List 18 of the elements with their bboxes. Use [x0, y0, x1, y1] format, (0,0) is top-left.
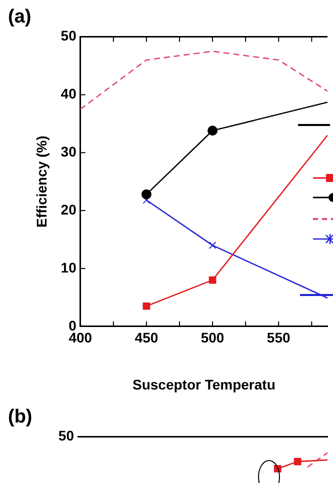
point	[208, 126, 218, 136]
x-axis-title: Susceptor Temperatu	[132, 376, 276, 392]
y-tick-label: 50	[60, 28, 77, 44]
y-axis-title: Efficiency (%)	[33, 136, 50, 228]
x-tick-label: 500	[200, 330, 224, 346]
point	[208, 276, 216, 284]
point	[142, 302, 150, 310]
point	[208, 242, 216, 249]
y-tick-label: 40	[60, 86, 77, 102]
chart-title: (a)	[8, 6, 32, 28]
x-tick-label: 550	[266, 330, 290, 346]
chart-title: (b)	[8, 406, 32, 428]
y-tick-label: 30	[60, 144, 77, 160]
y-tick-label: 20	[60, 201, 77, 218]
y-tick-label: 10	[60, 259, 77, 276]
point	[141, 189, 152, 200]
x-tick-label: 450	[134, 330, 158, 346]
line-series	[80, 50, 328, 110]
